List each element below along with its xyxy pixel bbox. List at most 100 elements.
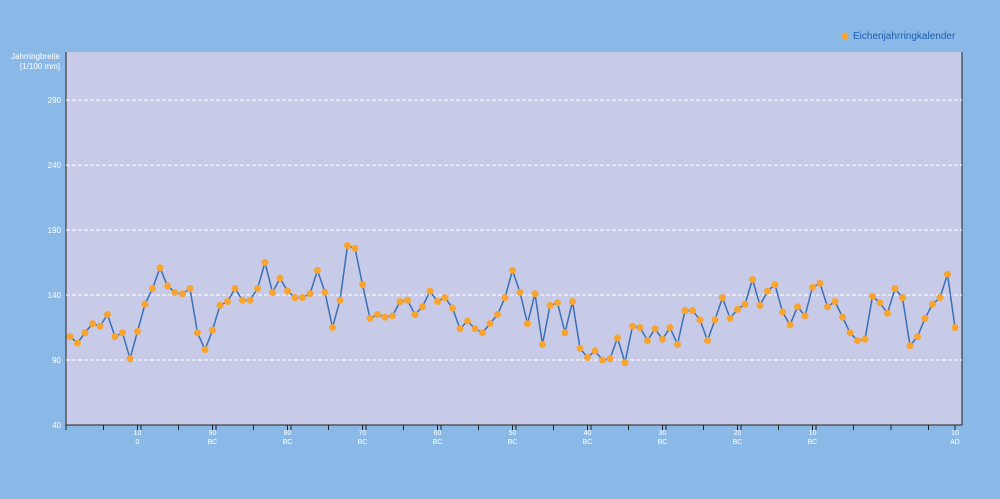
x-tick-label: 0 <box>136 439 140 446</box>
point <box>599 356 606 364</box>
point <box>81 329 89 337</box>
point <box>899 294 906 302</box>
y-tick-label: 140 <box>48 291 62 300</box>
x-tick-label: BC <box>208 439 218 446</box>
point <box>501 294 509 302</box>
point <box>471 325 479 333</box>
point <box>936 294 944 302</box>
point <box>681 307 689 315</box>
point <box>816 279 824 287</box>
point <box>246 296 254 304</box>
x-tick-label: BC <box>283 439 293 446</box>
point <box>906 342 914 350</box>
x-tick-label: BC <box>658 439 668 446</box>
x-tick-label: 10 <box>134 430 142 437</box>
point <box>299 294 306 302</box>
point <box>336 296 344 304</box>
point <box>794 303 801 311</box>
point <box>809 283 816 291</box>
x-tick-label: 10 <box>809 430 817 437</box>
point <box>719 294 726 302</box>
point <box>494 311 501 319</box>
point <box>216 301 224 309</box>
x-tick-label: 30 <box>659 430 667 437</box>
point <box>261 259 269 267</box>
point <box>186 285 194 293</box>
point <box>389 312 396 320</box>
point <box>824 303 831 311</box>
point <box>644 337 651 345</box>
point <box>546 301 554 309</box>
legend-label: Eichenjahrringkalender <box>853 31 956 42</box>
point <box>726 314 734 322</box>
x-tick-label: AD <box>950 439 960 446</box>
point <box>276 274 284 282</box>
point <box>666 324 674 332</box>
x-tick-label: 40 <box>584 430 592 437</box>
point <box>254 285 261 293</box>
point <box>839 313 846 321</box>
point <box>944 270 951 278</box>
point <box>434 298 441 306</box>
point <box>876 299 884 307</box>
point <box>531 290 539 298</box>
point <box>786 321 794 329</box>
point <box>419 303 426 311</box>
point <box>734 305 741 313</box>
point <box>674 340 681 348</box>
plot-area <box>66 52 962 425</box>
point <box>704 337 711 345</box>
point <box>921 314 929 322</box>
point <box>576 344 584 352</box>
point <box>869 292 876 300</box>
point <box>239 296 246 304</box>
point <box>524 320 531 328</box>
x-tick-label: 90 <box>209 430 217 437</box>
x-tick-label: 80 <box>284 430 292 437</box>
point <box>321 288 329 296</box>
point <box>711 316 719 324</box>
y-tick-label: 40 <box>52 421 61 430</box>
x-tick-label: BC <box>358 439 368 446</box>
legend-marker <box>841 32 849 40</box>
x-tick-label: 50 <box>509 430 517 437</box>
point <box>951 324 959 332</box>
point <box>884 309 891 317</box>
point <box>351 244 359 252</box>
y-axis-label: Jahrringbreite <box>11 52 60 61</box>
point <box>119 329 126 337</box>
point <box>539 340 546 348</box>
point <box>749 275 756 283</box>
point <box>779 308 786 316</box>
point <box>306 290 314 298</box>
x-tick-label: BC <box>508 439 518 446</box>
point <box>689 307 696 315</box>
point <box>194 329 201 337</box>
point <box>756 301 764 309</box>
x-tick-label: 60 <box>434 430 442 437</box>
point <box>441 294 449 302</box>
point <box>359 281 366 289</box>
point <box>801 312 809 320</box>
point <box>771 281 779 289</box>
point <box>509 266 516 274</box>
point <box>854 337 861 345</box>
point <box>846 329 854 337</box>
point <box>584 353 591 361</box>
point <box>629 322 636 330</box>
point <box>291 294 299 302</box>
point <box>614 334 621 342</box>
point <box>171 288 179 296</box>
point <box>344 242 351 250</box>
legend: Eichenjahrringkalender <box>841 31 956 42</box>
point <box>111 333 119 341</box>
point <box>696 316 704 324</box>
point <box>861 335 869 343</box>
x-tick-label: 10 <box>951 430 959 437</box>
point <box>569 298 576 306</box>
point <box>366 314 374 322</box>
point <box>636 324 644 332</box>
point <box>149 285 156 293</box>
point <box>516 288 524 296</box>
